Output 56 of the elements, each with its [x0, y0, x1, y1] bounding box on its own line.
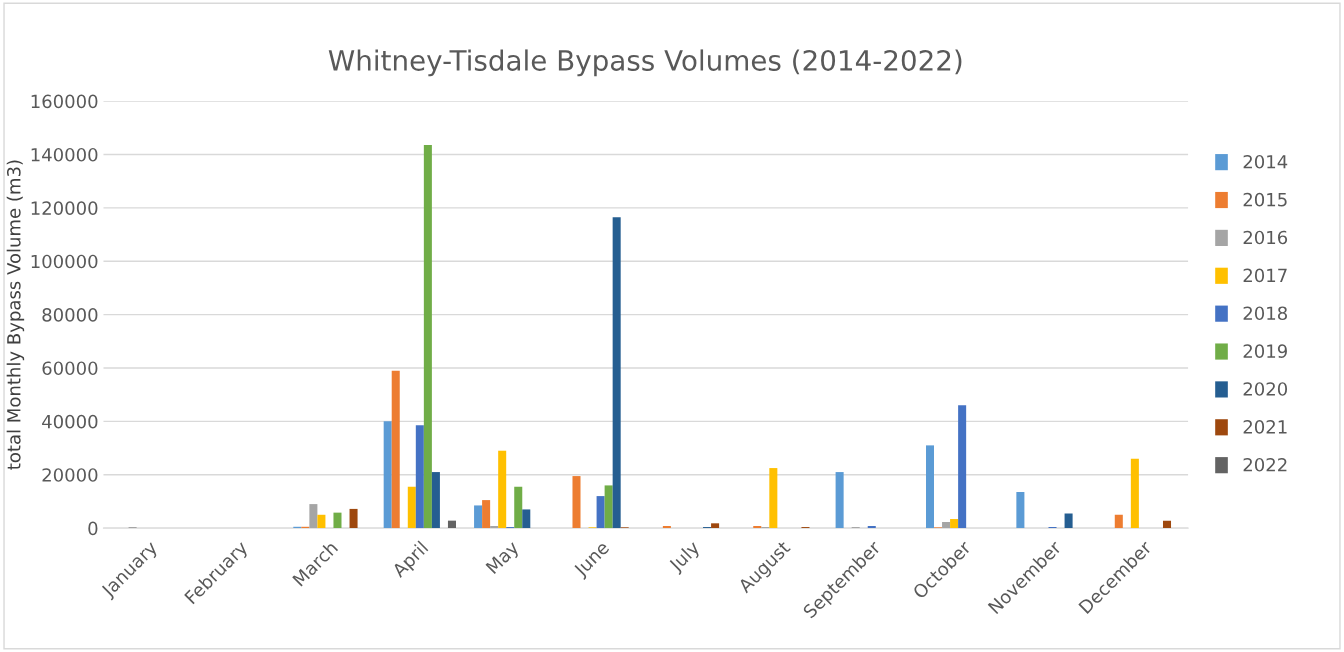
- legend-label: 2021: [1243, 420, 1287, 434]
- bar: [447, 520, 456, 529]
- bar: [572, 476, 581, 529]
- legend-label: 2022: [1243, 457, 1287, 472]
- bar: [482, 500, 491, 529]
- bar: [431, 472, 440, 529]
- bar: [474, 505, 483, 529]
- bar: [383, 421, 392, 529]
- bar: [317, 514, 326, 529]
- bar: [662, 525, 671, 529]
- bar: [333, 512, 342, 529]
- bar: [711, 523, 720, 529]
- bar: [1162, 520, 1172, 529]
- bar: [596, 496, 605, 529]
- legend-label: 2017: [1243, 268, 1287, 283]
- bar: [925, 445, 935, 529]
- bar: [950, 519, 959, 529]
- bar: [867, 525, 876, 529]
- bar: [415, 425, 424, 529]
- bar: [309, 504, 318, 529]
- bar: [1064, 513, 1073, 529]
- bar: [514, 486, 523, 529]
- y-axis-title: total Monthly Bypass Volume (m3): [6, 160, 25, 470]
- y-tick-label: 80000: [42, 308, 98, 322]
- y-tick-label: 100000: [31, 254, 98, 269]
- bar: [1130, 458, 1139, 529]
- bar: [612, 217, 621, 529]
- bar: [604, 485, 613, 529]
- bar: [407, 486, 416, 529]
- bar: [1016, 492, 1025, 529]
- bar: [942, 521, 951, 529]
- y-tick-label: 40000: [42, 414, 98, 429]
- y-tick-label: 120000: [31, 201, 98, 215]
- bar: [769, 468, 778, 529]
- y-tick-label: 140000: [31, 147, 98, 162]
- bar: [391, 370, 400, 529]
- legend-label: 2020: [1243, 382, 1288, 396]
- bar: [349, 508, 358, 529]
- chart-title: Whitney-Tisdale Bypass Volumes (2014-2022): [328, 49, 962, 77]
- y-tick-label: 20000: [42, 468, 98, 482]
- bar: [522, 509, 531, 529]
- bar: [753, 525, 762, 529]
- bar: [490, 525, 499, 529]
- bar: [423, 145, 432, 529]
- y-tick-label: 60000: [42, 361, 98, 376]
- legend-label: 2014: [1243, 154, 1288, 169]
- legend-label: 2019: [1243, 344, 1287, 358]
- bar: [958, 405, 967, 529]
- legend-label: 2018: [1243, 306, 1287, 321]
- bar: [835, 472, 844, 529]
- bar: [1114, 514, 1123, 529]
- legend-label: 2015: [1243, 192, 1287, 207]
- legend-label: 2016: [1243, 230, 1288, 245]
- y-tick-label: 160000: [31, 94, 98, 109]
- y-tick-label: 0: [88, 521, 98, 536]
- bar: [498, 450, 507, 529]
